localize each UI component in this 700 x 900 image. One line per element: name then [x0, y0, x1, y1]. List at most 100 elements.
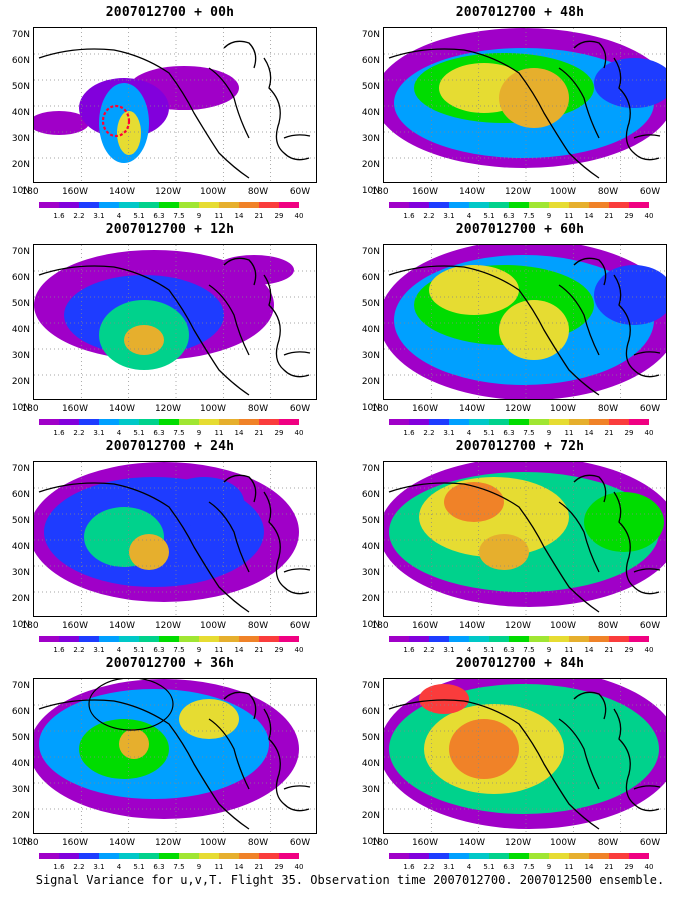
longitude-tick-label: 120W	[154, 621, 182, 631]
latitude-tick-label: 60N	[11, 707, 30, 717]
colorbar-swatch	[259, 636, 279, 642]
variance-contour-blob	[594, 58, 666, 108]
coastline	[38, 482, 250, 613]
colorbar-swatch	[529, 636, 549, 642]
colorbar	[39, 853, 299, 859]
latitude-tick-label: 40N	[361, 325, 380, 335]
colorbar-swatch	[449, 636, 469, 642]
coastline	[573, 474, 607, 503]
longitude-tick-label: 100W	[199, 838, 227, 848]
colorbar-swatch	[279, 419, 299, 425]
colorbar-tick-label: 9	[196, 646, 202, 654]
longitude-tick-label: 60W	[639, 838, 661, 848]
colorbar-swatch	[569, 419, 589, 425]
panel-title: 2007012700 + 36h	[105, 656, 235, 671]
colorbar-swatch	[239, 419, 259, 425]
colorbar-swatch	[489, 853, 509, 859]
colorbar-swatch	[139, 853, 159, 859]
colorbar-swatch	[219, 853, 239, 859]
coastline	[558, 67, 600, 139]
colorbar-swatch	[99, 419, 119, 425]
colorbar-tick-label: 14	[234, 429, 244, 437]
colorbar-tick-label: 29	[274, 646, 284, 654]
map-plot-area	[383, 27, 667, 183]
colorbar-swatch	[629, 636, 649, 642]
colorbar-tick-label: 7.5	[173, 646, 185, 654]
colorbar-tick-label: 9	[546, 863, 552, 871]
latitude-tick-label: 10N	[361, 837, 380, 847]
latitude-tick-label: 20N	[11, 594, 30, 604]
colorbar-swatch	[179, 853, 199, 859]
colorbar-swatch	[389, 853, 409, 859]
colorbar-swatch	[279, 853, 299, 859]
longitude-tick-label: 100W	[199, 187, 227, 197]
coastline	[633, 568, 661, 573]
colorbar-swatch	[449, 853, 469, 859]
latitude-tick-label: 70N	[11, 464, 30, 474]
colorbar-tick-label: 2.2	[423, 863, 435, 871]
colorbar-swatch	[59, 853, 79, 859]
colorbar-tick-label: 6.3	[153, 429, 165, 437]
colorbar-tick-label: 29	[274, 863, 284, 871]
latitude-tick-label: 70N	[361, 247, 380, 257]
colorbar-swatch	[469, 202, 489, 208]
latitude-tick-label: 70N	[11, 681, 30, 691]
colorbar-swatch	[59, 636, 79, 642]
colorbar-tick-label: 14	[234, 212, 244, 220]
colorbar-tick-label: 1.6	[403, 863, 415, 871]
longitude-tick-label: 60W	[289, 404, 311, 414]
variance-field	[384, 28, 666, 182]
variance-contour-blob	[419, 684, 469, 714]
colorbar-swatch	[99, 636, 119, 642]
longitude-tick-label: 60W	[289, 838, 311, 848]
coastline	[223, 257, 257, 286]
colorbar-tick-label: 2.2	[73, 429, 85, 437]
longitude-tick-label: 80W	[597, 404, 619, 414]
colorbar-tick-label: 21	[604, 429, 614, 437]
longitude-tick-label: 80W	[597, 621, 619, 631]
coastline	[633, 785, 661, 790]
latitude-tick-label: 50N	[361, 516, 380, 526]
colorbar-tick-label: 11	[214, 212, 224, 220]
longitude-tick-label: 60W	[289, 187, 311, 197]
latitude-tick-label: 20N	[361, 377, 380, 387]
colorbar-swatch	[509, 636, 529, 642]
colorbar-tick-label: 7.5	[523, 646, 535, 654]
latitude-tick-label: 70N	[361, 681, 380, 691]
latitude-tick-label: 20N	[361, 160, 380, 170]
longitude-tick-label: 160W	[61, 838, 89, 848]
panel-title: 2007012700 + 12h	[105, 222, 235, 237]
longitude-tick-label: 180	[21, 187, 39, 197]
coastline	[573, 40, 607, 69]
colorbar-swatch	[409, 419, 429, 425]
coastline	[283, 568, 311, 573]
latitude-tick-label: 60N	[361, 273, 380, 283]
colorbar-swatch	[409, 202, 429, 208]
latitude-tick-label: 70N	[361, 30, 380, 40]
colorbar-tick-label: 1.6	[53, 646, 65, 654]
variance-contour-blob	[119, 729, 149, 759]
colorbar-tick-label: 40	[644, 863, 654, 871]
colorbar-tick-label: 29	[274, 212, 284, 220]
longitude-tick-label: 180	[371, 404, 389, 414]
latitude-tick-label: 20N	[11, 160, 30, 170]
colorbar-tick-label: 1.6	[53, 212, 65, 220]
colorbar-tick-label: 2.2	[73, 646, 85, 654]
longitude-tick-label: 160W	[61, 187, 89, 197]
colorbar-tick-label: 3.1	[93, 863, 105, 871]
coastline	[38, 699, 250, 830]
colorbar-tick-label: 11	[214, 429, 224, 437]
longitude-tick-label: 140W	[108, 621, 136, 631]
colorbar-swatch	[159, 853, 179, 859]
coastline	[208, 67, 250, 139]
colorbar-tick-label: 14	[584, 863, 594, 871]
colorbar-swatch	[199, 636, 219, 642]
variance-contour-blob	[164, 477, 244, 527]
colorbar-tick-label: 11	[564, 863, 574, 871]
colorbar-swatch	[549, 636, 569, 642]
colorbar-swatch	[119, 636, 139, 642]
colorbar-tick-label: 6.3	[153, 863, 165, 871]
longitude-tick-label: 180	[371, 838, 389, 848]
colorbar-tick-label: 5.1	[483, 429, 495, 437]
colorbar	[39, 636, 299, 642]
